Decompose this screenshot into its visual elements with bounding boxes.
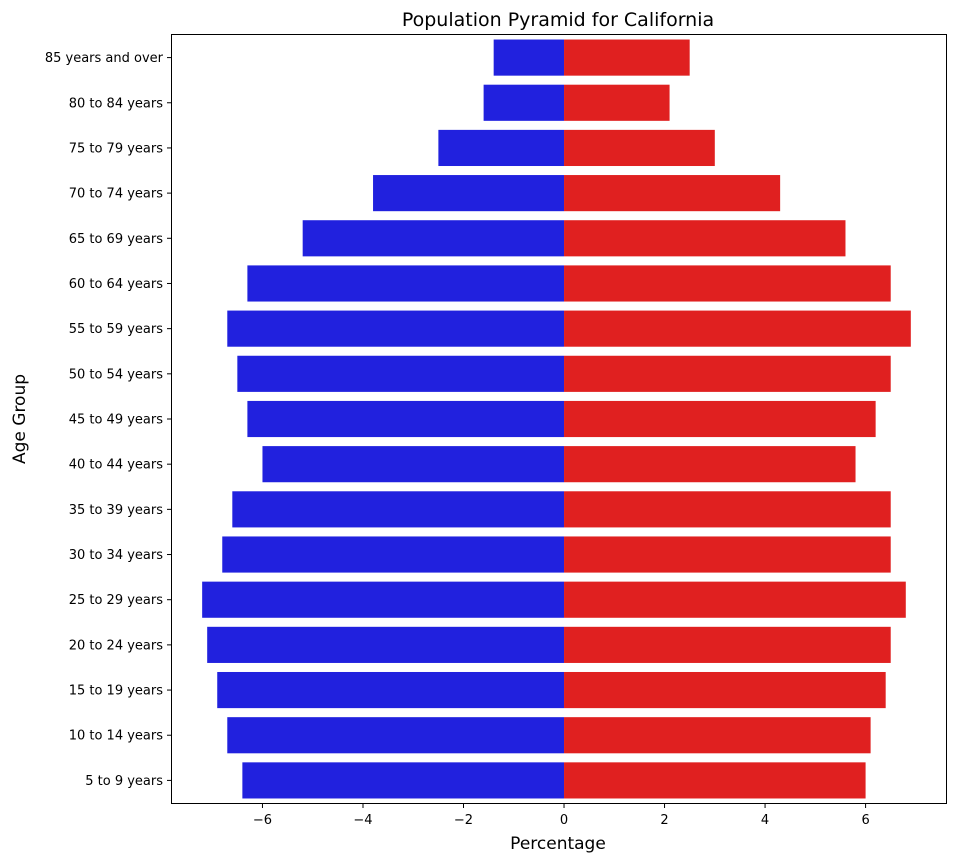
y-tick-label: 40 to 44 years: [69, 458, 164, 473]
bar-left-10: [232, 491, 565, 528]
bar-right-16: [564, 762, 866, 799]
bar-right-11: [564, 536, 891, 573]
bar-right-14: [564, 671, 886, 709]
y-tick-label: 5 to 9 years: [85, 774, 163, 789]
y-tick-label: 80 to 84 years: [69, 96, 164, 111]
y-tick-label: 75 to 79 years: [69, 141, 164, 156]
bar-right-7: [564, 355, 891, 392]
y-axis: 85 years and over 80 to 84 years 75 to 79 …: [45, 51, 172, 789]
bar-left-7: [237, 355, 565, 392]
bar-right-8: [564, 400, 876, 438]
plot-frame: [171, 34, 947, 804]
y-tick-label: 60 to 64 years: [69, 277, 164, 292]
x-tick-label: 6: [861, 813, 869, 828]
bar-left-3: [373, 175, 565, 212]
bar-left-11: [222, 536, 565, 573]
bar-left-16: [242, 762, 565, 799]
bar-right-6: [564, 310, 911, 347]
x-axis: −6 −4 −2 0 2 4 6: [253, 803, 870, 828]
bar-right-13: [564, 626, 891, 663]
x-tick-label: −4: [353, 813, 372, 828]
y-tick-label: 30 to 34 years: [69, 548, 164, 563]
bar-left-8: [247, 400, 565, 438]
y-tick-label: 45 to 49 years: [69, 413, 164, 428]
bar-left-15: [227, 717, 565, 754]
bar-left-5: [247, 265, 565, 302]
bar-right-4: [564, 220, 846, 257]
bar-left-2: [438, 129, 565, 167]
bar-right-15: [564, 717, 871, 754]
y-tick-label: 20 to 24 years: [69, 638, 164, 653]
y-tick-label: 35 to 39 years: [69, 503, 164, 518]
bar-right-9: [564, 446, 856, 483]
bar-left-0: [493, 39, 565, 76]
x-tick-label: 4: [761, 813, 769, 828]
y-tick-label: 25 to 29 years: [69, 593, 164, 608]
bar-right-5: [564, 265, 891, 302]
bar-left-4: [302, 220, 565, 257]
bar-left-13: [207, 626, 565, 663]
y-tick-label: 50 to 54 years: [69, 367, 164, 382]
y-axis-label: Age Group: [10, 374, 30, 464]
y-tick-label: 15 to 19 years: [69, 684, 164, 699]
chart-title: Population Pyramid for California: [402, 9, 714, 31]
bar-right-2: [564, 129, 715, 167]
y-tick-label: 65 to 69 years: [69, 232, 164, 247]
x-axis-label: Percentage: [510, 834, 606, 854]
bar-left-9: [262, 446, 565, 483]
y-tick-label: 70 to 74 years: [69, 187, 164, 202]
bar-left-12: [202, 581, 565, 618]
bar-left-1: [483, 84, 565, 121]
y-tick-label: 55 to 59 years: [69, 322, 164, 337]
bars-group: [202, 39, 911, 799]
bar-left-14: [217, 671, 565, 709]
bar-left-6: [227, 310, 565, 347]
x-tick-label: 0: [560, 813, 568, 828]
bar-right-1: [564, 84, 670, 121]
x-tick-label: −6: [253, 813, 272, 828]
bar-right-10: [564, 491, 891, 528]
y-tick-label: 85 years and over: [45, 51, 164, 66]
bar-right-12: [564, 581, 906, 618]
bar-right-3: [564, 175, 781, 212]
y-tick-label: 10 to 14 years: [69, 729, 164, 744]
x-tick-label: 2: [660, 813, 668, 828]
bar-right-0: [564, 39, 690, 76]
x-tick-label: −2: [454, 813, 473, 828]
